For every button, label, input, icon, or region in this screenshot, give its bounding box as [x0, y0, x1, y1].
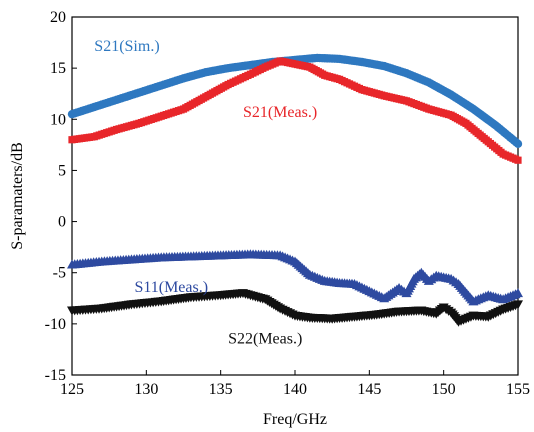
y-tick-label: 20	[50, 9, 66, 26]
y-tick-label: 5	[58, 162, 66, 179]
series-s11-meas	[67, 249, 523, 306]
x-tick-label: 150	[432, 381, 456, 398]
data-point	[513, 288, 523, 298]
x-tick-label: 145	[357, 381, 381, 398]
series-label: S22(Meas.)	[228, 330, 302, 347]
data-point	[514, 156, 522, 164]
plot-frame	[71, 16, 519, 376]
y-axis-title: S-paramaters/dB	[9, 142, 26, 250]
axis-ticks: 125 130 135 140 145 150 155 -15 -10 -5 0 5 10 15 20	[45, 9, 530, 398]
x-tick-label: 155	[506, 381, 530, 398]
data-point	[513, 300, 523, 310]
y-tick-label: 10	[50, 111, 66, 128]
series-labels: S21(Sim.) S21(Meas.) S11(Meas.) S22(Meas.)	[94, 38, 317, 348]
series-label: S21(Sim.)	[94, 38, 159, 55]
y-tick-label: 0	[58, 214, 66, 231]
series-layer	[67, 53, 523, 327]
series-label: S11(Meas.)	[134, 279, 208, 296]
series-s22-meas	[67, 289, 523, 327]
series-line	[71, 57, 519, 145]
x-tick-label: 130	[134, 381, 158, 398]
y-tick-label: -15	[45, 367, 66, 384]
series-s21-meas	[68, 57, 522, 164]
x-tick-label: 125	[60, 381, 84, 398]
y-tick-label: 15	[50, 60, 66, 77]
x-tick-label: 140	[283, 381, 307, 398]
y-tick-label: -10	[45, 316, 66, 333]
x-tick-label: 135	[209, 381, 233, 398]
y-tick-label: -5	[53, 265, 66, 282]
data-point	[513, 139, 523, 149]
series-label: S21(Meas.)	[243, 104, 317, 121]
x-axis-title: Freq/GHz	[263, 411, 327, 428]
